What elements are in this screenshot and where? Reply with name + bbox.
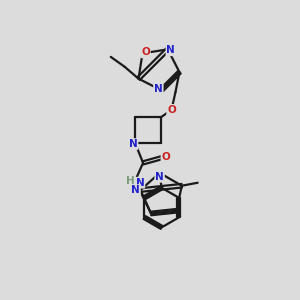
Text: N: N [131, 185, 140, 195]
Text: O: O [161, 152, 170, 162]
Text: N: N [154, 84, 163, 94]
Text: H: H [126, 176, 135, 186]
Text: N: N [136, 178, 145, 188]
Text: O: O [167, 105, 176, 115]
Text: N: N [167, 45, 175, 55]
Text: O: O [141, 47, 150, 57]
Text: N: N [129, 139, 137, 149]
Text: N: N [155, 172, 164, 182]
